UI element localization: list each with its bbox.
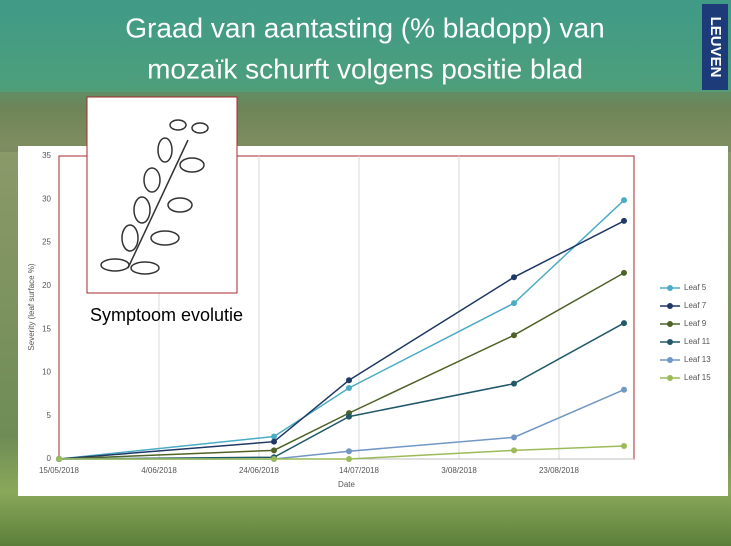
- x-tick-label: 23/08/2018: [539, 466, 580, 475]
- marker: [621, 218, 627, 224]
- legend-label: Leaf 15: [684, 373, 711, 382]
- inset: [87, 97, 237, 293]
- marker: [271, 433, 277, 439]
- x-tick-label: 15/05/2018: [39, 466, 80, 475]
- title-line: Graad van aantasting (% bladopp) van: [125, 12, 604, 43]
- y-tick-label: 0: [47, 454, 52, 463]
- y-tick-label: 25: [42, 238, 51, 247]
- marker: [621, 320, 627, 326]
- legend-label: Leaf 13: [684, 355, 711, 364]
- marker: [621, 387, 627, 393]
- marker: [346, 456, 352, 462]
- marker: [271, 439, 277, 445]
- marker: [511, 381, 517, 387]
- legend-label: Leaf 9: [684, 319, 707, 328]
- marker: [346, 414, 352, 420]
- x-tick-label: 3/08/2018: [441, 466, 477, 475]
- inset-caption: Symptoom evolutie: [90, 305, 243, 325]
- marker: [56, 456, 62, 462]
- legend-marker: [667, 357, 673, 363]
- slide: Graad van aantasting (% bladopp) van moz…: [0, 0, 731, 546]
- marker: [511, 447, 517, 453]
- legend-marker: [667, 321, 673, 327]
- marker: [621, 270, 627, 276]
- legend-label: Leaf 7: [684, 301, 707, 310]
- y-tick-label: 35: [42, 151, 51, 160]
- marker: [271, 447, 277, 453]
- marker: [621, 443, 627, 449]
- legend-label: Leaf 11: [684, 337, 711, 346]
- x-tick-label: 4/06/2018: [141, 466, 177, 475]
- marker: [621, 197, 627, 203]
- marker: [511, 332, 517, 338]
- marker: [511, 274, 517, 280]
- y-axis-label: Severity (leaf surface %): [27, 263, 36, 350]
- x-tick-label: 14/07/2018: [339, 466, 380, 475]
- marker: [346, 448, 352, 454]
- y-tick-label: 10: [42, 368, 51, 377]
- marker: [511, 300, 517, 306]
- marker: [511, 434, 517, 440]
- logo-text: LEUVEN: [707, 17, 724, 78]
- marker: [271, 456, 277, 462]
- y-tick-label: 5: [47, 411, 52, 420]
- title-line: mozaïk schurft volgens positie blad: [147, 53, 583, 84]
- marker: [346, 385, 352, 391]
- y-tick-label: 20: [42, 281, 51, 290]
- legend-marker: [667, 303, 673, 309]
- x-tick-label: 24/06/2018: [239, 466, 280, 475]
- marker: [346, 377, 352, 383]
- y-tick-label: 15: [42, 324, 51, 333]
- legend-label: Leaf 5: [684, 283, 707, 292]
- x-axis-label: Date: [338, 480, 355, 489]
- chart: Graad van aantasting (% bladopp) van moz…: [0, 0, 731, 546]
- legend-marker: [667, 375, 673, 381]
- legend-marker: [667, 285, 673, 291]
- y-tick-label: 30: [42, 194, 51, 203]
- legend-marker: [667, 339, 673, 345]
